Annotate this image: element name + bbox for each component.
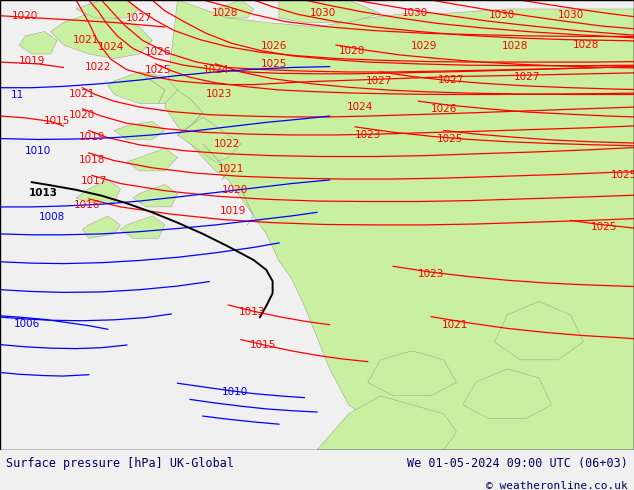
Text: 1020: 1020 — [12, 11, 39, 21]
Text: 1020: 1020 — [221, 185, 248, 195]
Text: 1027: 1027 — [438, 75, 465, 85]
Text: 1008: 1008 — [39, 212, 65, 222]
Text: 1023: 1023 — [418, 270, 444, 279]
Text: 1015: 1015 — [250, 341, 276, 350]
Text: 1019: 1019 — [18, 56, 45, 66]
Polygon shape — [165, 0, 634, 450]
Text: 1028: 1028 — [501, 41, 528, 51]
Text: We 01-05-2024 09:00 UTC (06+03): We 01-05-2024 09:00 UTC (06+03) — [407, 457, 628, 470]
Text: 1027: 1027 — [126, 13, 153, 23]
Text: 1020: 1020 — [69, 110, 96, 120]
Text: 1030: 1030 — [310, 8, 337, 19]
Polygon shape — [495, 301, 583, 360]
Polygon shape — [317, 396, 456, 450]
Text: 1025: 1025 — [590, 222, 617, 232]
Text: 1024: 1024 — [202, 65, 229, 74]
Text: 1021: 1021 — [442, 320, 469, 330]
Text: 1013: 1013 — [239, 307, 266, 317]
Text: 1021: 1021 — [217, 164, 244, 173]
Polygon shape — [127, 148, 178, 171]
Text: 1022: 1022 — [85, 62, 112, 73]
Text: 11: 11 — [11, 90, 24, 100]
Text: 1010: 1010 — [221, 387, 248, 397]
Polygon shape — [51, 14, 152, 58]
Text: 1023: 1023 — [205, 90, 232, 99]
Text: 1025: 1025 — [261, 59, 287, 69]
Text: 1023: 1023 — [354, 130, 381, 140]
Text: 1030: 1030 — [489, 10, 515, 20]
Text: 1022: 1022 — [214, 139, 240, 149]
Text: 1029: 1029 — [410, 41, 437, 51]
Text: 1025: 1025 — [611, 171, 634, 180]
Polygon shape — [368, 351, 456, 396]
Text: 1028: 1028 — [212, 8, 238, 19]
Text: 1028: 1028 — [573, 40, 600, 50]
Polygon shape — [108, 72, 178, 103]
Text: 1027: 1027 — [514, 73, 541, 82]
Text: 1028: 1028 — [339, 46, 365, 56]
Text: 1015: 1015 — [44, 117, 70, 126]
Text: 1006: 1006 — [13, 319, 40, 329]
Polygon shape — [216, 0, 254, 18]
Text: 1030: 1030 — [402, 8, 429, 19]
Text: 1013: 1013 — [29, 188, 58, 197]
Polygon shape — [133, 184, 178, 207]
Text: 1019: 1019 — [79, 132, 105, 142]
Text: Surface pressure [hPa] UK-Global: Surface pressure [hPa] UK-Global — [6, 457, 235, 470]
Text: 1021: 1021 — [69, 90, 96, 99]
Text: © weatheronline.co.uk: © weatheronline.co.uk — [486, 481, 628, 490]
Polygon shape — [279, 0, 380, 23]
Text: 1016: 1016 — [74, 199, 100, 210]
Text: 1010: 1010 — [25, 146, 51, 156]
Polygon shape — [114, 122, 165, 140]
Text: 1027: 1027 — [366, 76, 392, 86]
Polygon shape — [82, 216, 120, 239]
Polygon shape — [120, 216, 165, 239]
Text: 1025: 1025 — [145, 65, 172, 74]
Text: 1025: 1025 — [437, 134, 463, 144]
Text: 1017: 1017 — [81, 176, 107, 186]
Text: 1026: 1026 — [145, 47, 172, 57]
Polygon shape — [76, 0, 139, 18]
Text: 1021: 1021 — [72, 35, 99, 46]
Text: 1026: 1026 — [430, 104, 457, 114]
Polygon shape — [76, 180, 120, 202]
Text: 1018: 1018 — [79, 155, 105, 165]
Polygon shape — [463, 369, 552, 418]
Text: 1019: 1019 — [220, 206, 247, 217]
Polygon shape — [178, 117, 241, 162]
Text: 1024: 1024 — [347, 102, 373, 112]
Text: 1030: 1030 — [557, 10, 584, 20]
Text: 1024: 1024 — [98, 42, 124, 52]
Polygon shape — [19, 31, 57, 54]
Text: 1026: 1026 — [261, 41, 287, 51]
